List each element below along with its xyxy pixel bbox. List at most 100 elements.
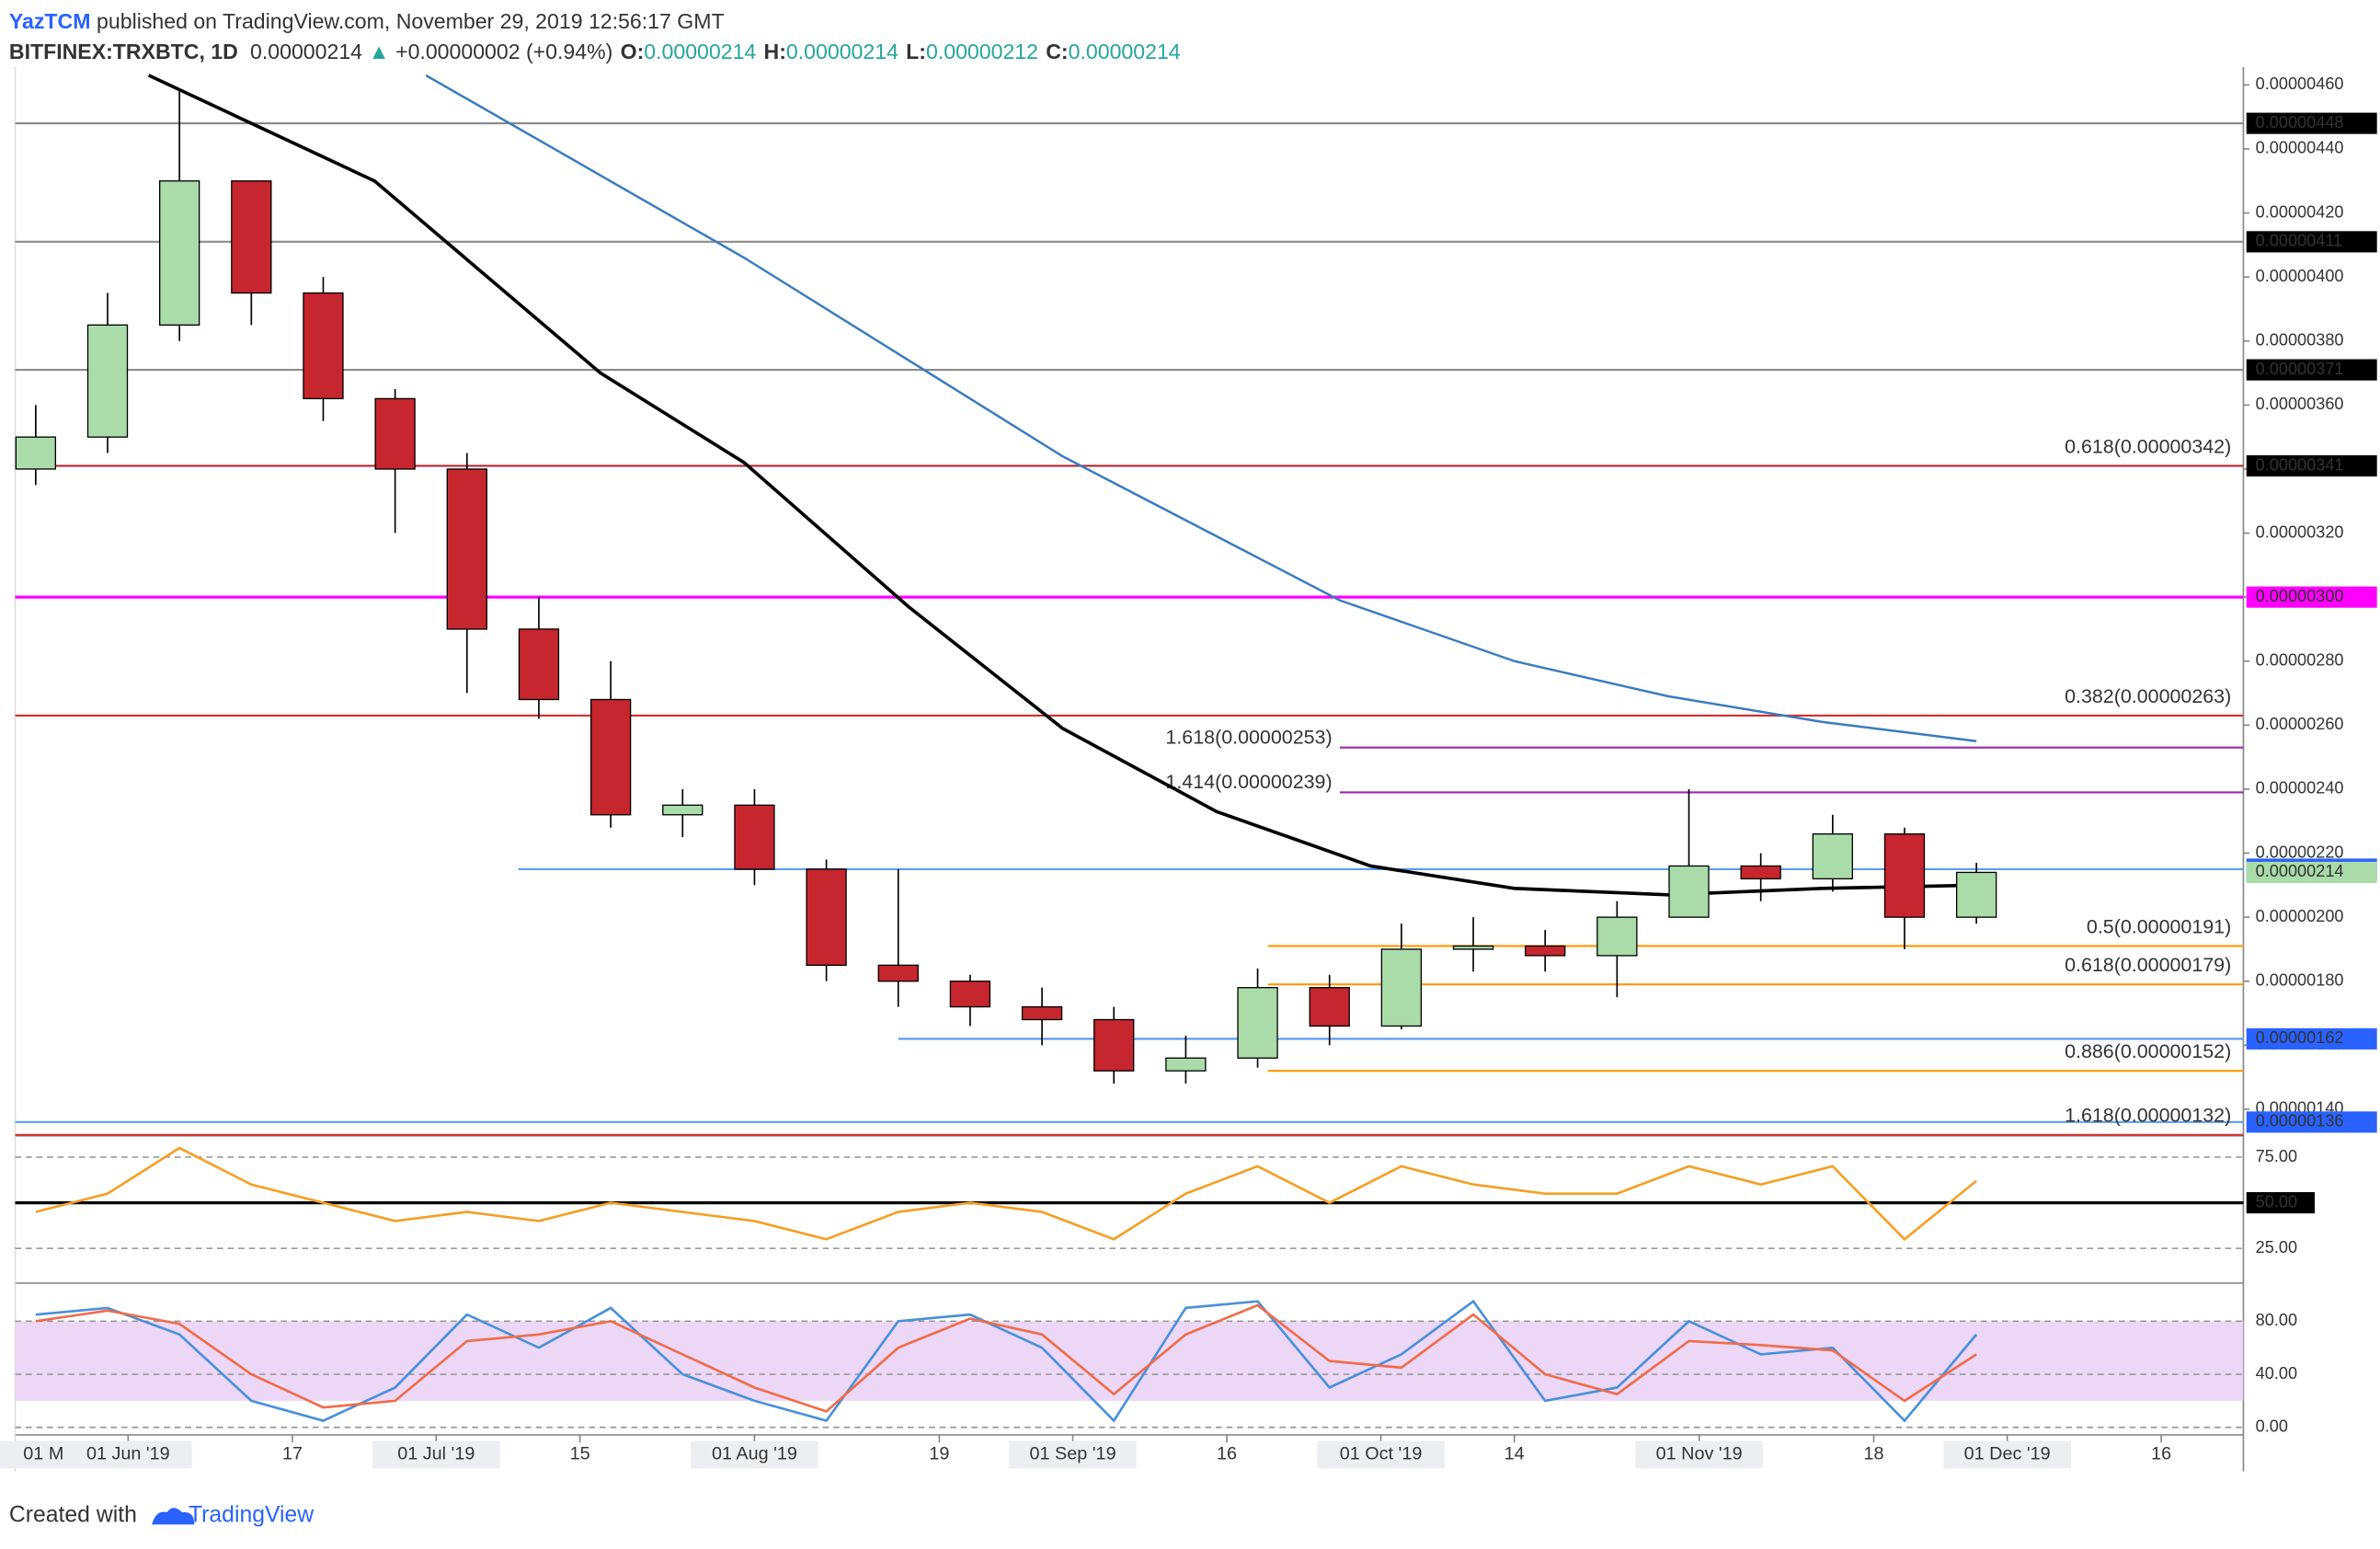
y-tick-label: 0.00000280 [2256,651,2344,670]
price-tag-label: 0.00000162 [2256,1028,2344,1047]
x-tick-label: 01 Oct '19 [1340,1444,1423,1464]
axis-area [2243,66,2380,1472]
change: +0.00000002 (+0.94%) [395,40,612,63]
x-tick-label: 01 Sep '19 [1030,1444,1116,1464]
price-tag [2246,359,2377,381]
candle-body [446,468,487,630]
price-tag [2246,454,2377,477]
moving-average [425,74,1977,742]
candle-body [518,628,560,701]
ohlc-key: L: [906,40,926,63]
ohlc-key: H: [764,40,786,63]
y-tick-label: 0.00000360 [2256,395,2344,413]
candle-body [1093,1018,1135,1072]
level-text: 1.618(0.00000253) [1165,726,1332,748]
candle-body [1380,948,1423,1027]
candle-body [949,981,991,1008]
ohlc-value: 0.00000214 [1069,40,1181,63]
x-label-box [1943,1440,2071,1469]
y-tick-label: 0.00000380 [2256,331,2344,350]
candle-body [159,180,200,326]
midline-tag [2246,1192,2316,1214]
indicator-line [35,1146,1977,1242]
x-label-box [372,1440,500,1469]
candle-body [1955,871,1997,918]
arrow: ▲ [369,40,390,63]
candle-body [1165,1057,1207,1072]
level-text: 1.414(0.00000239) [1165,771,1332,793]
candle-body [1309,987,1350,1027]
price-tag-label: 0.00000136 [2256,1112,2344,1130]
candle-body [1452,945,1494,950]
ohlc-value: 0.00000214 [644,40,756,63]
y-tick-label: 25.00 [2256,1238,2297,1256]
price-tag [2246,231,2377,253]
y-tick-label: 0.00000180 [2256,971,2344,990]
brand[interactable]: TradingView [189,1502,314,1527]
price-tag-label: 0.00000411 [2256,232,2343,250]
candle-body [806,868,847,966]
candle-body [15,436,56,470]
level-text: 0.5(0.00000191) [2087,915,2231,937]
x-label-box [1009,1440,1137,1469]
level-text: 0.382(0.00000263) [2065,685,2231,707]
author[interactable]: YazTCM [9,9,91,33]
y-tick-label: 0.00000460 [2256,75,2344,93]
candle-body [231,180,272,294]
price-tag-label: 0.00000300 [2256,587,2344,605]
candle-body [303,292,344,400]
price-tag-label: 0.00000371 [2256,360,2344,378]
price-tag [2246,1027,2377,1050]
header-line: YazTCM published on TradingView.com, Nove… [9,9,725,33]
y-tick-label: 0.00000420 [2256,202,2344,221]
x-tick-label: 17 [282,1444,303,1464]
x-label-box [1635,1440,1763,1469]
x-tick-label: 18 [1863,1444,1883,1464]
candle-body [1525,945,1566,957]
level-text: 0.886(0.00000152) [2065,1040,2231,1062]
created: Created with [9,1502,137,1527]
footer: Created with TradingView [9,1502,314,1527]
candle-body [734,804,775,870]
x-label-box [64,1440,192,1469]
last: 0.00000214 [250,40,362,63]
price-tag [2246,112,2377,134]
y-tick-label: 80.00 [2256,1311,2297,1329]
price-tag-label: 0.00000341 [2256,455,2344,474]
ohlc-value: 0.00000212 [926,40,1038,63]
y-tick-label: 0.00000440 [2256,139,2344,157]
plot: 01 May 01 Jun '19 17 01 Jul '19 15 01 Aug '19… [0,66,2380,1472]
candle-body [1812,832,1853,880]
candle-body [589,698,632,816]
y-tick-label: 50.00 [2256,1192,2297,1211]
candle-body [86,324,129,438]
ohlc-key: C: [1046,40,1068,63]
candle-body [1883,832,1926,918]
band [15,1321,2244,1401]
x-tick-label: 16 [1217,1444,1237,1464]
price-tag-label: 0.00000448 [2256,113,2344,132]
price-tag [2246,1111,2377,1133]
x-tick-label: 01 Jul '19 [397,1444,475,1464]
y-tick-label: 0.00000400 [2256,267,2344,285]
price-tag-label: 0.00000214 [2256,862,2344,880]
price-tag [2246,861,2377,883]
candle-body [1740,865,1781,880]
level-text: 1.618(0.00000132) [2065,1105,2231,1127]
y-tick-label: 0.00000320 [2256,522,2344,541]
level-text: 0.618(0.00000342) [2065,435,2231,457]
x-tick-label: 19 [929,1444,949,1464]
candle-body [1021,1005,1063,1021]
y-tick-label: 40.00 [2256,1364,2297,1383]
level-text: 0.618(0.00000179) [2065,954,2231,976]
symbol: BITFINEX:TRXBTC, 1D [9,40,238,63]
candle-body [662,804,704,816]
y-tick-label: 0.00000220 [2256,843,2344,861]
ohlc-value: 0.00000214 [786,40,898,63]
price-tag [2246,586,2377,608]
logo [152,1508,195,1525]
x-tick-label: 01 Aug '19 [712,1444,797,1464]
candle-body [1237,987,1278,1059]
